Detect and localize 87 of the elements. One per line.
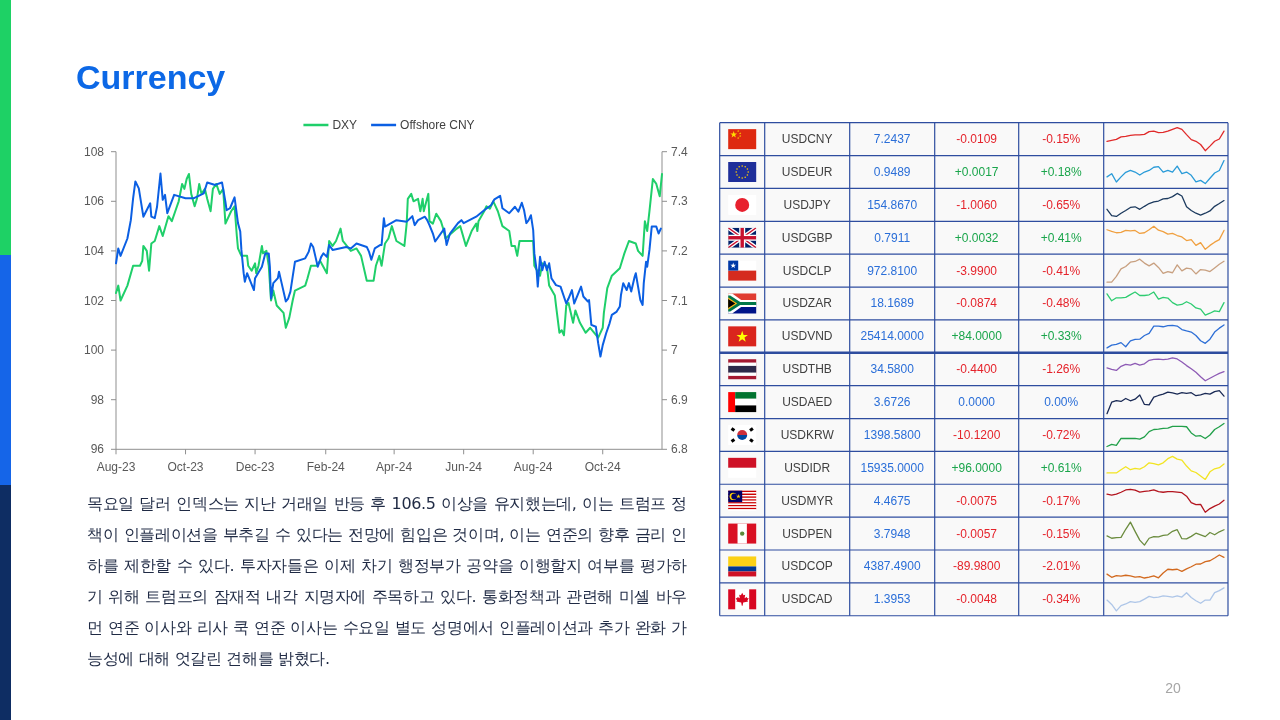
data-label: -89.9800 [953,559,1001,574]
category-label: USDCNY [781,132,833,147]
x-tick-label: Dec-23 [235,460,275,475]
data-label: -0.72% [1042,427,1081,442]
text: 20 [1165,680,1181,696]
data-label: 1.3953 [873,592,911,607]
data-label: 972.8100 [867,263,918,278]
data-label: -1.0060 [956,197,998,212]
category-label: USDGBP [781,230,833,245]
data-label: 0.7911 [874,230,911,245]
category-label: USDZAR [782,296,833,311]
data-label: -0.0048 [956,592,998,607]
data-label: -0.0109 [956,132,998,147]
x-tick-label: Aug-24 [513,460,553,475]
category-label: USDCOP [781,559,833,574]
legend-label: Offshore CNY [400,118,475,132]
category-label: USDCAD [781,592,833,607]
data-label: +0.33% [1040,329,1083,344]
chart-title: Currency [76,58,226,96]
legend-label: DXY [332,118,358,132]
category-label: USDVND [781,329,833,344]
data-label: -0.65% [1042,197,1081,212]
y2-tick-label: 7.3 [671,194,689,209]
data-label: -0.48% [1042,296,1081,311]
data-label: -0.0075 [956,493,998,508]
data-label: -0.0874 [956,296,998,311]
category-label: USDPEN [782,526,833,541]
data-label: +0.41% [1040,230,1083,245]
x-tick-label: Oct-24 [584,460,622,475]
data-label: +84.0000 [951,329,1003,344]
category-label: USDAED [782,395,833,410]
data-label: 18.1689 [870,296,915,311]
x-tick-label: Aug-23 [96,460,136,475]
category-label: USDEUR [781,165,833,180]
data-label: -2.01% [1042,559,1081,574]
category-label: USDKRW [780,427,835,442]
data-label: 1398.5800 [863,427,921,442]
y-tick-label: 106 [83,194,105,209]
data-label: 0.9489 [873,165,911,180]
data-label: -0.17% [1042,493,1081,508]
data-label: +0.18% [1040,165,1083,180]
y-tick-label: 102 [83,293,105,308]
y2-tick-label: 6.8 [671,442,689,457]
y2-tick-label: 7 [671,343,678,358]
data-label: -10.1200 [953,427,1001,442]
y2-tick-label: 6.9 [671,392,689,407]
x-tick-label: Oct-23 [167,460,204,475]
data-label: -0.0057 [956,526,998,541]
data-label: 3.6726 [873,395,911,410]
data-label: 4.4675 [873,493,911,508]
data-label: 4387.4900 [863,559,921,574]
y-tick-label: 98 [90,392,105,407]
data-label: 3.7948 [873,526,911,541]
data-label: 0.0000 [958,395,996,410]
data-label: +96.0000 [951,460,1003,475]
data-label: +0.61% [1040,460,1083,475]
x-tick-label: Feb-24 [306,460,346,475]
data-label: 154.8670 [867,197,918,212]
y-tick-label: 96 [90,442,105,457]
category-label: USDCLP [782,263,832,278]
data-label: -0.15% [1042,526,1081,541]
category-label: USDIDR [784,460,831,475]
data-label: +0.0032 [954,230,999,245]
category-label: USDTHB [782,362,832,377]
data-label: 15935.0000 [860,460,925,475]
data-label: -1.26% [1042,362,1081,377]
data-label: -3.9900 [956,263,998,278]
data-label: 7.2437 [873,132,911,147]
y2-tick-label: 7.2 [671,243,689,258]
data-label: 0.00% [1044,395,1079,410]
x-tick-label: Apr-24 [376,460,413,475]
data-label: 25414.0000 [860,329,925,344]
data-label: -0.4400 [956,362,998,377]
category-label: USDMYR [781,493,834,508]
y2-tick-label: 7.4 [671,144,689,159]
y-tick-label: 104 [83,243,105,258]
data-label: 34.5800 [870,362,915,377]
category-label: USDJPY [783,197,831,212]
y-tick-label: 108 [83,144,105,159]
data-label: -0.34% [1042,592,1081,607]
data-label: -0.41% [1042,263,1081,278]
y-tick-label: 100 [83,343,105,358]
x-tick-label: Jun-24 [445,460,483,475]
data-label: -0.15% [1042,132,1081,147]
text: 목요일 달러 인덱스는 지난 거래일 반등 후 106.5 이상을 유지했는데, 이는 트럼프 정책이 인플레이션을 부추길 수 있다는 전망에 힘입은 것이며, 이는 연준의 향후 금리 인하를 제한할 수 있다. 투자자들은 이제 차기 행정부가 공약을 이행할지 여부를 평가하기 위해 트럼프의 잠재적 내각 지명자에 주목하고 있다. 통화정책과 관련해 미셸 바우먼 연준 이사와 리사 쿡 연준 이사는 수요일 별도 성명에서 인플레이션과 추가 완화 가능성에 대해 엇갈린 견해를 밝혔다. [87,493,687,670]
y2-tick-label: 7.1 [671,293,689,308]
data-label: +0.0017 [954,165,999,180]
